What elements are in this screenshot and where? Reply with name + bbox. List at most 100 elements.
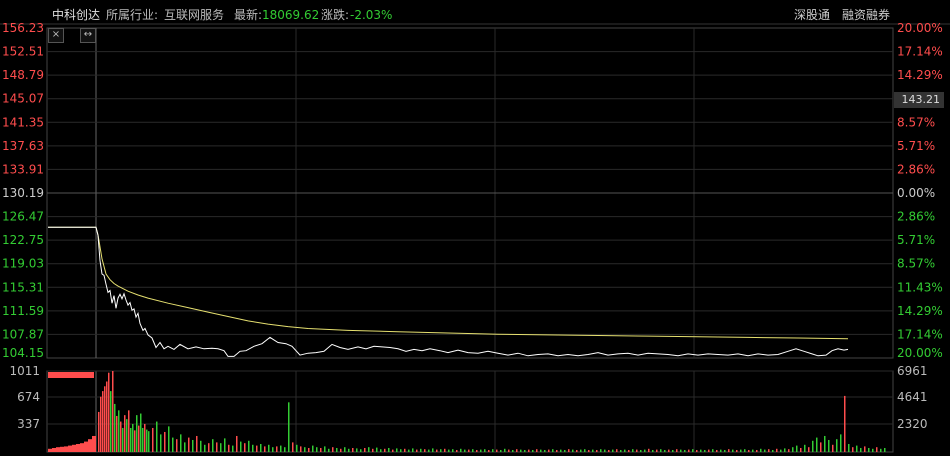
volume-bar — [320, 447, 322, 452]
volume-bar — [228, 444, 230, 452]
auction-volume-bar — [48, 448, 52, 452]
volume-bar — [528, 449, 530, 452]
volume-bar — [280, 445, 282, 452]
volume-bar — [352, 447, 354, 452]
volume-bar — [412, 448, 414, 452]
volume-bar — [760, 448, 762, 452]
volume-bar — [764, 449, 766, 452]
percent-tick-label: 0.00% — [897, 186, 935, 200]
volume-bar — [812, 440, 814, 452]
volume-tick-label-right: 6961 — [897, 364, 928, 378]
volume-bar — [204, 444, 206, 452]
volume-bar — [272, 447, 274, 452]
percent-tick-label: 5.71% — [897, 233, 935, 247]
auction-volume-bar — [76, 443, 80, 452]
volume-bar — [216, 442, 218, 452]
volume-bar — [588, 449, 590, 452]
volume-bar — [452, 449, 454, 452]
volume-bar — [432, 448, 434, 452]
volume-bar — [748, 449, 750, 452]
volume-bar — [124, 415, 126, 452]
volume-bar — [864, 446, 866, 452]
volume-bar — [768, 449, 770, 452]
percent-tick-label: 17.14% — [897, 327, 943, 341]
volume-bar — [592, 449, 594, 452]
volume-bar — [188, 437, 190, 452]
price-tick-label: 104.15 — [2, 346, 44, 360]
close-icon[interactable]: × — [48, 28, 64, 43]
volume-bar — [380, 449, 382, 452]
volume-bar — [192, 439, 194, 452]
volume-bar — [860, 447, 862, 452]
percent-tick-label: 11.43% — [897, 280, 943, 294]
change-label: 涨跌: — [321, 8, 350, 22]
volume-bar — [456, 449, 458, 452]
volume-bar — [516, 449, 518, 452]
industry-value[interactable]: 互联网服务 — [164, 8, 225, 22]
volume-bar — [884, 447, 886, 452]
volume-bar — [844, 395, 846, 452]
price-tick-label: 111.59 — [2, 304, 44, 318]
volume-bar — [788, 449, 790, 452]
volume-bar — [468, 449, 470, 452]
expand-icon[interactable]: ↔ — [80, 28, 96, 43]
stock-name[interactable]: 中科创达 — [52, 8, 101, 22]
volume-bar — [872, 448, 874, 452]
volume-bar — [664, 449, 666, 452]
volume-bar — [416, 449, 418, 452]
volume-bar — [780, 449, 782, 452]
volume-bar — [508, 449, 510, 452]
volume-bar — [236, 435, 238, 452]
percent-tick-label: 14.29% — [897, 68, 943, 82]
volume-bar — [636, 449, 638, 452]
volume-bar — [804, 444, 806, 452]
volume-bar — [212, 439, 214, 452]
volume-bar — [868, 447, 870, 452]
volume-bar — [112, 371, 114, 452]
volume-bar — [608, 449, 610, 452]
volume-bar — [106, 381, 108, 452]
volume-bar — [324, 446, 326, 452]
volume-bar — [740, 449, 742, 452]
volume-bar — [772, 449, 774, 452]
volume-bar — [464, 449, 466, 452]
volume-bar — [596, 449, 598, 452]
volume-bar — [668, 449, 670, 452]
auction-volume-bar — [68, 445, 72, 452]
volume-bar — [732, 449, 734, 452]
volume-bar — [104, 386, 106, 452]
volume-bar — [308, 447, 310, 452]
volume-tick-label-right: 2320 — [897, 417, 928, 431]
volume-bar — [98, 411, 100, 452]
volume-bar — [840, 434, 842, 452]
volume-bar — [472, 449, 474, 452]
volume-bar — [424, 449, 426, 452]
volume-bar — [704, 449, 706, 452]
volume-bar — [268, 444, 270, 452]
volume-bar — [880, 448, 882, 452]
volume-bar — [172, 437, 174, 452]
volume-bar — [820, 442, 822, 452]
volume-bar — [828, 439, 830, 452]
volume-bar — [408, 449, 410, 452]
volume-panel-frame — [46, 370, 894, 453]
volume-bar — [756, 449, 758, 452]
volume-bar — [428, 449, 430, 452]
volume-bar — [876, 447, 878, 452]
volume-bar — [256, 445, 258, 452]
volume-bar — [796, 445, 798, 452]
margin-trading-link[interactable]: 融资融券 — [842, 8, 891, 22]
volume-bar — [500, 449, 502, 452]
volume-bar — [504, 448, 506, 452]
volume-bar — [102, 391, 104, 452]
volume-bar — [556, 449, 558, 452]
volume-bar — [572, 449, 574, 452]
auction-volume-bar — [52, 447, 56, 452]
volume-bar — [296, 444, 298, 452]
volume-bar — [584, 449, 586, 452]
volume-bar — [184, 442, 186, 452]
volume-tick-label: 674 — [17, 390, 40, 404]
change-value: -2.03% — [350, 8, 393, 22]
shenzhen-connect-link[interactable]: 深股通 — [794, 8, 831, 22]
